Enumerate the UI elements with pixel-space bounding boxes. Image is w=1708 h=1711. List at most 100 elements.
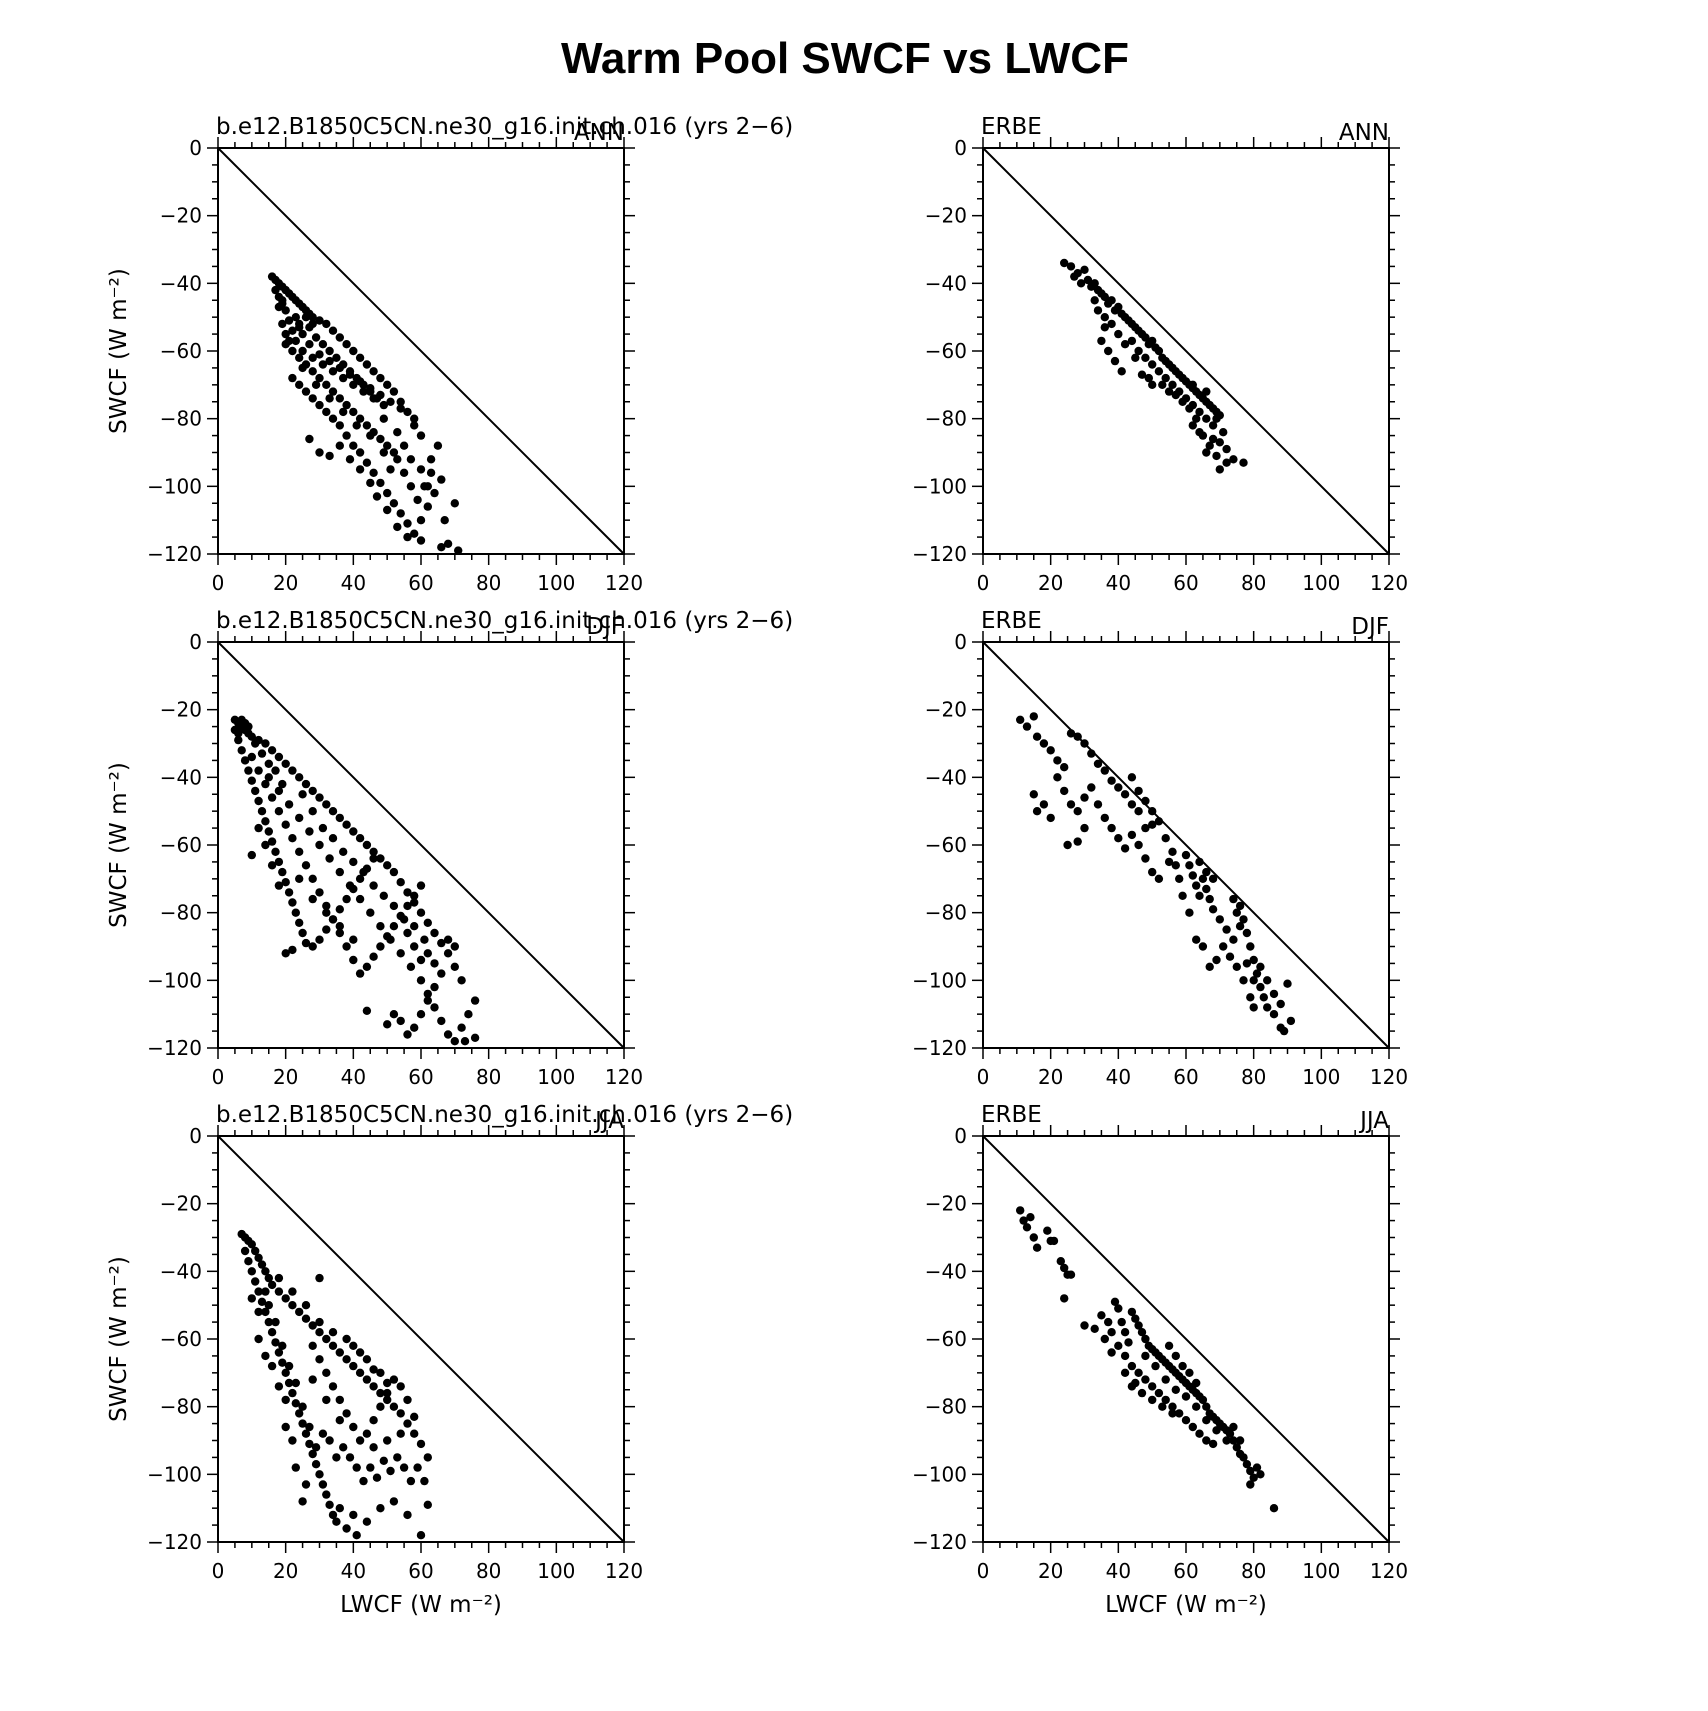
data-point <box>1093 759 1103 768</box>
data-point <box>298 928 307 938</box>
data-point <box>335 441 344 450</box>
y-tick-label: −80 <box>160 1395 202 1419</box>
data-point <box>301 313 311 322</box>
data-point <box>335 813 344 823</box>
data-point <box>376 1402 385 1411</box>
data-point <box>295 1409 304 1418</box>
data-point <box>1107 776 1116 785</box>
panel-left-label: ERBE <box>981 114 1042 140</box>
x-tick-label: 60 <box>408 1559 433 1583</box>
data-point <box>1134 346 1143 356</box>
x-tick-label: 60 <box>1173 1065 1198 1089</box>
data-point <box>284 336 294 346</box>
data-point <box>426 468 436 477</box>
data-point <box>1229 935 1238 944</box>
data-point <box>1022 722 1032 731</box>
data-point <box>261 739 270 748</box>
data-point <box>335 363 344 373</box>
panel-left-label: b.e12.B1850C5CN.ne30_g16.init.ch.016 (yr… <box>216 114 793 140</box>
data-point <box>1283 979 1292 988</box>
data-point <box>1246 993 1255 1002</box>
data-point <box>1195 1429 1204 1438</box>
x-tick-label: 40 <box>341 1065 366 1089</box>
data-point <box>322 1395 331 1405</box>
data-point <box>386 935 395 944</box>
data-point <box>1141 1351 1150 1361</box>
data-point <box>450 962 459 971</box>
data-point <box>1161 1395 1170 1405</box>
data-point <box>1090 1324 1099 1334</box>
data-point <box>325 1500 334 1510</box>
data-point <box>389 499 399 508</box>
y-tick-label: −20 <box>160 1192 202 1216</box>
data-point <box>1039 800 1049 809</box>
x-tick-label: 80 <box>476 571 501 595</box>
data-point <box>342 340 351 349</box>
data-point <box>416 536 426 545</box>
data-point <box>443 935 453 944</box>
data-point <box>389 1497 399 1506</box>
data-point <box>278 299 287 308</box>
data-point <box>254 1307 263 1317</box>
data-point <box>1164 387 1174 396</box>
data-point <box>1188 1422 1198 1432</box>
data-point <box>308 942 317 951</box>
panel-right-label: JJA <box>1358 1108 1389 1134</box>
data-point <box>1171 1351 1181 1361</box>
y-tick-label: −120 <box>912 1530 967 1554</box>
data-point <box>1202 1416 1211 1425</box>
data-point <box>308 353 317 362</box>
data-point <box>1168 847 1177 856</box>
data-point <box>251 739 260 748</box>
data-point <box>1148 807 1157 816</box>
data-point <box>410 1023 419 1032</box>
data-point <box>298 1419 307 1428</box>
data-point <box>1148 820 1157 829</box>
data-point <box>1100 766 1110 775</box>
data-point <box>1178 1361 1187 1371</box>
data-point <box>1175 1409 1184 1418</box>
data-point <box>1066 262 1076 271</box>
data-point <box>301 861 311 870</box>
data-point <box>355 1348 365 1357</box>
data-point <box>1127 1361 1137 1371</box>
data-point <box>1117 1317 1126 1327</box>
data-point <box>454 546 463 555</box>
data-point <box>261 1307 270 1317</box>
data-point <box>1097 336 1106 346</box>
data-point <box>328 1382 338 1391</box>
data-point <box>1208 434 1218 444</box>
data-point <box>1137 1388 1147 1398</box>
data-point <box>342 894 351 904</box>
data-point <box>315 316 324 325</box>
data-point <box>1120 844 1130 853</box>
x-tick-label: 80 <box>1241 1065 1266 1089</box>
y-tick-label: −60 <box>925 833 967 857</box>
data-point <box>403 1510 412 1520</box>
data-point <box>1127 1307 1137 1317</box>
data-point <box>433 441 443 450</box>
data-point <box>450 499 459 508</box>
data-point <box>1134 786 1143 796</box>
y-tick-label: −20 <box>925 1192 967 1216</box>
data-point <box>244 1257 253 1266</box>
data-point <box>1208 1439 1218 1449</box>
data-point <box>1083 275 1093 285</box>
data-point <box>396 949 405 958</box>
data-point <box>403 407 412 417</box>
data-point <box>352 1463 361 1472</box>
data-point <box>305 434 314 444</box>
x-tick-label: 60 <box>1173 1559 1198 1583</box>
data-point <box>1171 390 1181 400</box>
x-tick-label: 60 <box>408 1065 433 1089</box>
data-point <box>389 901 399 911</box>
data-point <box>1212 451 1221 461</box>
data-point <box>342 400 351 410</box>
data-point <box>355 414 365 423</box>
data-point <box>1202 387 1211 396</box>
data-point <box>443 539 453 548</box>
data-point <box>389 448 399 457</box>
data-point <box>406 482 416 491</box>
data-point <box>315 400 324 410</box>
